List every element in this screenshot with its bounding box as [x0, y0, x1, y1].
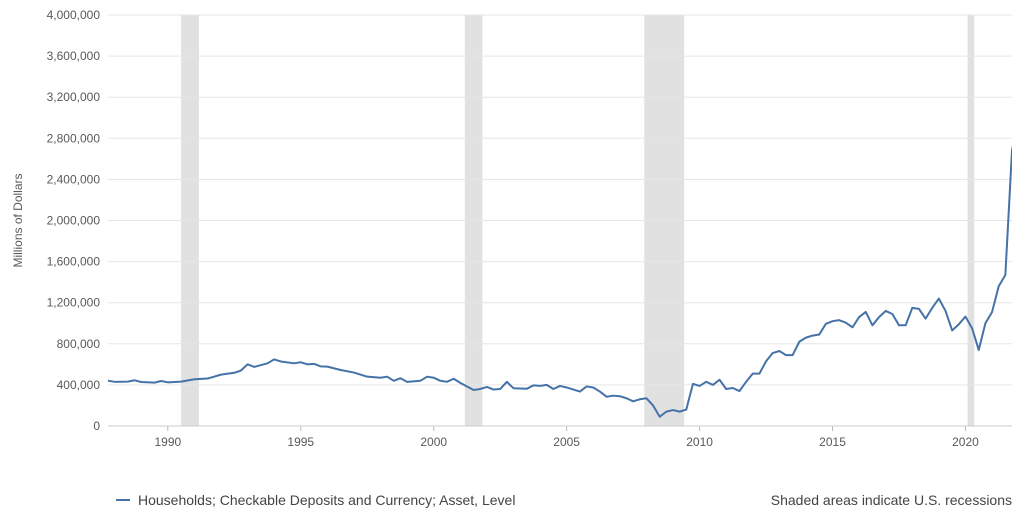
x-tick-label: 1995 — [287, 435, 314, 449]
y-tick-label: 2,400,000 — [47, 172, 101, 186]
x-tick-label: 2010 — [686, 435, 713, 449]
y-tick-label: 3,600,000 — [47, 49, 101, 63]
y-axis-label: Millions of Dollars — [11, 173, 25, 267]
legend: Households; Checkable Deposits and Curre… — [116, 492, 515, 508]
series-lines — [108, 144, 1012, 418]
y-tick-label: 3,200,000 — [47, 90, 101, 104]
y-tick-label: 2,000,000 — [47, 214, 101, 228]
y-tick-label: 1,200,000 — [47, 296, 101, 310]
y-tick-label: 4,000,000 — [47, 8, 101, 22]
y-tick-label: 400,000 — [57, 378, 101, 392]
x-tick-label: 2015 — [819, 435, 846, 449]
x-tick-label: 2020 — [952, 435, 979, 449]
legend-label: Households; Checkable Deposits and Curre… — [138, 492, 516, 508]
y-tick-label: 2,800,000 — [47, 131, 101, 145]
y-tick-label: 1,600,000 — [47, 255, 101, 269]
x-axis-ticks: 1990 1995 2000 2005 2010 2015 2020 — [154, 426, 979, 449]
recession-note: Shaded areas indicate U.S. recessions — [770, 492, 1012, 508]
x-tick-label: 1990 — [154, 435, 181, 449]
gridlines — [108, 14, 1012, 386]
series-line — [108, 144, 1012, 418]
x-tick-label: 2000 — [420, 435, 447, 449]
y-tick-label: 0 — [93, 419, 100, 433]
legend-swatch — [116, 499, 130, 501]
x-tick-label: 2005 — [553, 435, 580, 449]
y-axis-ticks: 0 400,000 800,000 1,200,000 1,600,000 2,000,0… — [47, 8, 101, 433]
y-tick-label: 800,000 — [57, 337, 101, 351]
